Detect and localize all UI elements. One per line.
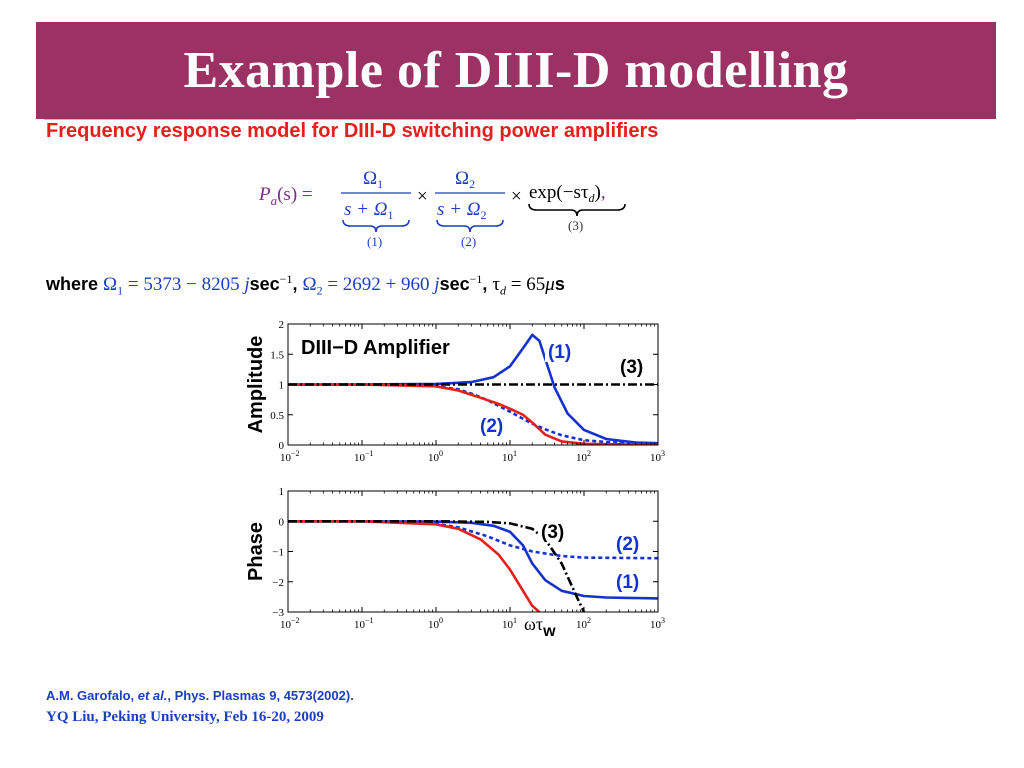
x-tick-label: 10−2 — [280, 449, 300, 464]
phase-series-1-label: (1) — [616, 572, 639, 593]
transfer-function-formula: Pa(s) = Ω1 s + Ω1 (1) × Ω2 s + Ω2 (2) × … — [258, 168, 626, 249]
y-tick-label: 1.5 — [270, 349, 284, 361]
fraction1-numerator: Ω1 — [363, 168, 383, 191]
fraction2-numerator: Ω2 — [455, 168, 475, 191]
y-tick-label: −1 — [272, 547, 284, 559]
phase-series-1-label-bg — [613, 571, 649, 592]
amp-series-3-label-bg — [617, 356, 653, 377]
x-tick-label: 101 — [502, 616, 517, 631]
y-tick-label: 1 — [279, 380, 285, 392]
series-line-3 — [288, 383, 658, 445]
omega2-symbol: Ω — [302, 274, 317, 295]
tau-value: = 65 — [506, 274, 546, 295]
plot-frame — [287, 490, 659, 613]
series-line-3 — [288, 520, 541, 612]
omega2-unit: sec — [439, 274, 470, 294]
times-sign-2: × — [511, 186, 522, 207]
x-tick-label: 10−2 — [280, 616, 300, 631]
tau-unit: s — [554, 274, 565, 294]
x-tick-label: 10−1 — [354, 449, 374, 464]
x-tick-label: 102 — [576, 616, 591, 631]
parameter-definitions: where Ω1 = 5373 − 8205 jsec−1, Ω2 = 2692… — [46, 272, 565, 299]
phase-series-2-label-bg — [613, 533, 649, 554]
citation-part: et al. — [137, 688, 168, 703]
citation: A.M. Garofalo, et al., Phys. Plasmas 9, … — [46, 688, 354, 703]
phase-series-2-label: (2) — [616, 534, 639, 555]
series-line-4 — [288, 520, 586, 612]
tau-sub: d — [500, 283, 507, 298]
amp-series-2-label-bg — [477, 415, 513, 436]
y-tick-label: 1 — [279, 486, 285, 498]
omega2-unit-exp: −1 — [469, 272, 483, 286]
citation-part: A.M. Garofalo, — [46, 688, 138, 703]
omega1-j: j — [244, 274, 250, 295]
citation-part: , Phys. Plasmas 9, 4573(2002). — [167, 688, 354, 703]
y-tick-label: 0.5 — [270, 410, 284, 422]
brace-3 — [528, 203, 626, 217]
y-tick-label: 0 — [279, 440, 285, 452]
times-sign-1: × — [417, 186, 428, 207]
phase-series-3-label-bg — [538, 521, 574, 542]
omega2-j: j — [434, 274, 440, 295]
separator-2: , — [482, 274, 493, 294]
series-line-2 — [288, 520, 658, 560]
omega2-sub: 2 — [316, 283, 323, 298]
series-line-2 — [288, 383, 658, 445]
formula-lhs: Pa(s) = — [258, 184, 313, 208]
where-label: where — [46, 274, 104, 294]
x-tick-label: 100 — [428, 616, 443, 631]
slide-subtitle: Frequency response model for DIII-D swit… — [46, 120, 659, 142]
footer: YQ Liu, Peking University, Feb 16-20, 20… — [46, 709, 324, 725]
term-tag-2: (2) — [461, 234, 476, 249]
omega1-symbol: Ω — [103, 274, 118, 295]
y-axis-label: Amplitude — [245, 336, 267, 434]
x-tick-label: 10−1 — [354, 616, 374, 631]
phase-series-3-label: (3) — [541, 522, 564, 543]
chart-panel-1: 10−2 10−1 100 101 102 103 0 0.5 1 1.5 2 Amplitude DI… — [245, 319, 665, 464]
subtitle-divider — [44, 119, 856, 120]
slide-title: Example of DIII-D modelling — [183, 42, 849, 99]
chart-title: DIII−D Amplifier — [301, 337, 450, 359]
term-tag-1: (1) — [367, 234, 382, 249]
amp-series-3-label: (3) — [620, 357, 643, 378]
term-tag-3: (3) — [568, 218, 583, 233]
tau-mu: μ — [545, 274, 555, 295]
title-bar: Example of DIII-D modelling — [36, 22, 996, 119]
y-tick-label: −3 — [272, 607, 284, 619]
series-line-1 — [288, 333, 658, 445]
tau-symbol: τ — [492, 274, 501, 295]
fraction2-denominator: s + Ω2 — [437, 199, 486, 222]
y-tick-label: −2 — [272, 577, 284, 589]
amp-series-1-label: (1) — [548, 342, 571, 363]
amp-series-2-label: (2) — [480, 416, 503, 437]
x-tick-label: 101 — [502, 449, 517, 464]
x-tick-label: 100 — [428, 449, 443, 464]
x-axis-label: ωτw — [524, 614, 556, 640]
omega1-unit: sec — [249, 274, 280, 294]
fraction1-denominator: s + Ω1 — [344, 199, 393, 222]
omega1-unit-exp: −1 — [279, 272, 293, 286]
brace-2 — [436, 219, 504, 233]
x-tick-label: 103 — [650, 616, 665, 631]
series-line-1 — [288, 520, 658, 600]
separator-1: , — [292, 274, 303, 294]
x-tick-label: 102 — [576, 449, 591, 464]
chart-panel-2: 10−2 10−1 100 101 102 103 −3 −2 −1 0 1 Phase ωτw — [245, 486, 665, 640]
exp-term: exp(−sτd), — [529, 182, 606, 205]
omega1-value: = 5373 − 8205 — [123, 274, 245, 295]
y-axis-label: Phase — [245, 522, 267, 581]
omega1-sub: 1 — [117, 283, 124, 298]
amp-series-1-label-bg — [545, 341, 581, 362]
brace-1 — [342, 219, 410, 233]
omega2-value: = 2692 + 960 — [322, 274, 435, 295]
y-tick-label: 0 — [279, 516, 285, 528]
y-tick-label: 2 — [279, 319, 285, 331]
x-tick-label: 103 — [650, 449, 665, 464]
